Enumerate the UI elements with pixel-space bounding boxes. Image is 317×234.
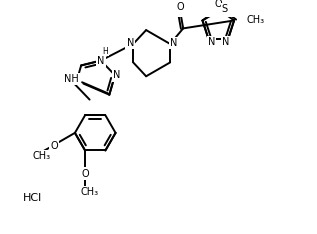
Text: S: S: [222, 4, 228, 15]
Text: N: N: [222, 37, 229, 47]
Text: O: O: [177, 2, 184, 12]
Text: O: O: [50, 141, 58, 151]
Text: CH₃: CH₃: [32, 151, 50, 161]
Text: H: H: [103, 47, 108, 56]
Text: NH: NH: [64, 74, 79, 84]
Text: O: O: [215, 0, 222, 9]
Text: N: N: [127, 38, 134, 48]
Text: CH₃: CH₃: [246, 15, 264, 25]
Text: HCl: HCl: [23, 193, 42, 202]
Text: CH₃: CH₃: [81, 187, 99, 197]
Text: O: O: [81, 168, 89, 179]
Text: N: N: [208, 37, 215, 47]
Text: N: N: [113, 70, 120, 80]
Text: N: N: [170, 38, 178, 48]
Text: N: N: [97, 55, 105, 66]
